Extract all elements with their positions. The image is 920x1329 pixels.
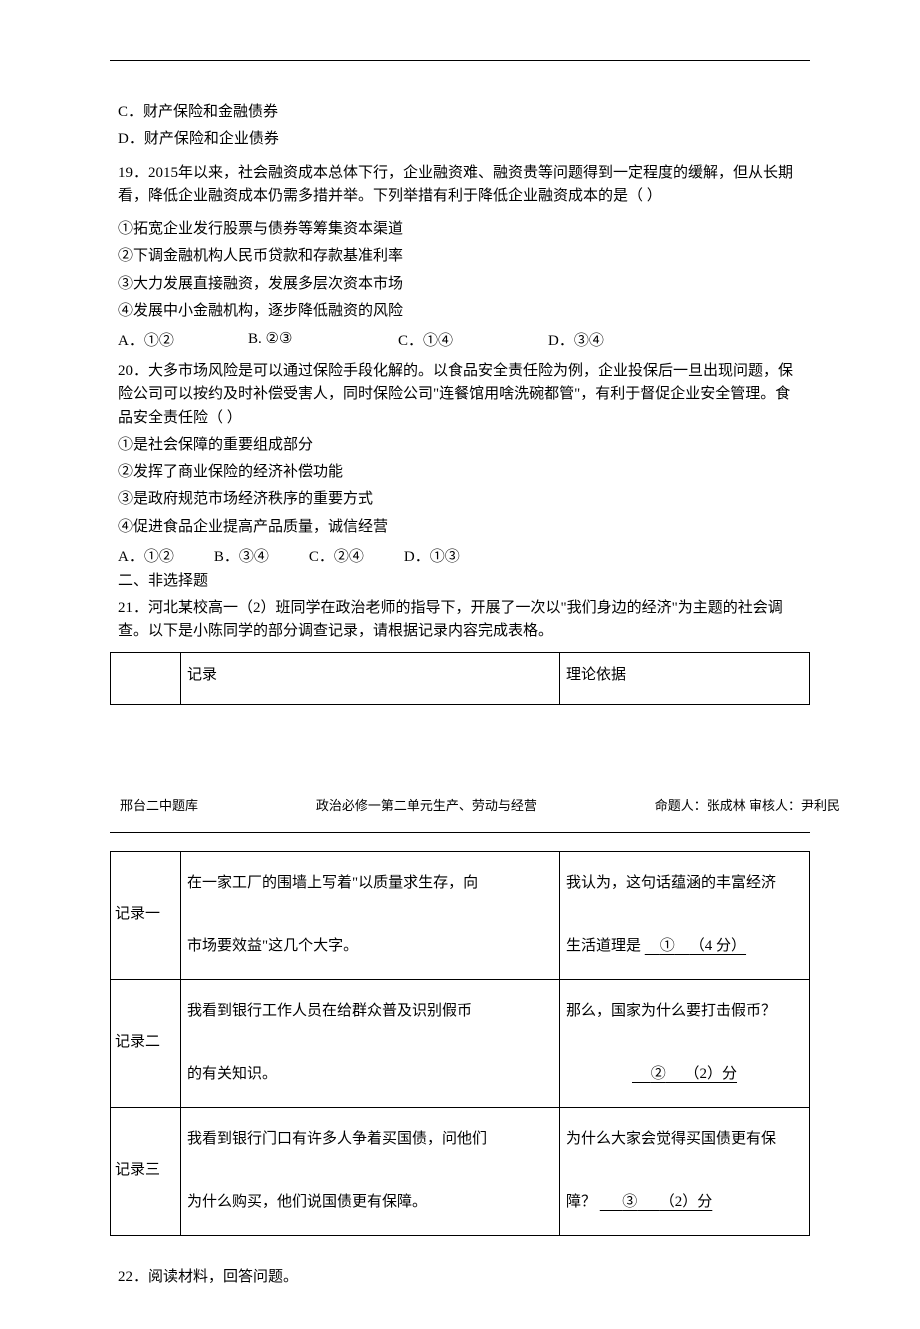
q19-s3: ③大力发展直接融资，发展多层次资本市场 xyxy=(118,273,802,296)
row1-ans-pre: 生活道理是 xyxy=(566,938,641,954)
row3-label: 记录三 xyxy=(111,1107,181,1235)
row1-answer: 我认为，这句话蕴涵的丰富经济 生活道理是 ① （4 分） xyxy=(560,851,810,979)
q20-opt-d: D．①③ xyxy=(404,545,460,566)
q20-s4: ④促进食品企业提高产品质量，诚信经营 xyxy=(118,516,802,539)
row1-num: ① xyxy=(660,938,675,954)
row3-score: （2）分 xyxy=(660,1194,713,1210)
row3-rec-l1: 我看到银行门口有许多人争着买国债，问他们 xyxy=(185,1108,555,1172)
footer-left: 邢台二中题库 xyxy=(120,795,198,814)
row2-num: ② xyxy=(651,1066,666,1082)
row1-blank: ① （4 分） xyxy=(645,938,746,954)
q19-s4: ④发展中小金融机构，逐步降低融资的风险 xyxy=(118,300,802,323)
page-top-rule xyxy=(110,60,810,61)
q21-header-table: 记录 理论依据 xyxy=(110,652,810,705)
hdr-basis: 理论依据 xyxy=(560,652,810,704)
row3-blank: ③ （2）分 xyxy=(600,1194,713,1210)
q20-s1: ①是社会保障的重要组成部分 xyxy=(118,434,802,457)
q19-opt-d: D．③④ xyxy=(548,329,668,350)
section-2-title: 二、非选择题 xyxy=(118,570,802,593)
q20-options: A．①② B．③④ C．②④ D．①③ xyxy=(118,545,810,566)
row2-record: 我看到银行工作人员在给群众普及识别假币 的有关知识。 xyxy=(181,979,560,1107)
q20-opt-c: C．②④ xyxy=(309,545,364,566)
row1-ans-l2: 生活道理是 ① （4 分） xyxy=(564,915,805,979)
table-row: 记录一 在一家工厂的围墙上写着"以质量求生存，向 市场要效益"这几个大字。 我认… xyxy=(111,851,810,979)
row1-record: 在一家工厂的围墙上写着"以质量求生存，向 市场要效益"这几个大字。 xyxy=(181,851,560,979)
page-footer: 邢台二中题库 政治必修一第二单元生产、劳动与经营 命题人：张成林 审核人：尹利民 xyxy=(80,795,840,814)
q19-s1: ①拓宽企业发行股票与债券等筹集资本渠道 xyxy=(118,218,802,241)
row2-answer: 那么，国家为什么要打击假币？ ② （2）分 xyxy=(560,979,810,1107)
row1-score: （4 分） xyxy=(690,938,746,954)
page-top-rule-2 xyxy=(110,832,810,833)
q19-s2: ②下调金融机构人民币贷款和存款基准利率 xyxy=(118,245,802,268)
q19-opt-b: B. ②③ xyxy=(248,329,398,350)
row2-ans-l2: ② （2）分 xyxy=(564,1043,805,1107)
q20-s3: ③是政府规范市场经济秩序的重要方式 xyxy=(118,488,802,511)
table-row: 记录三 我看到银行门口有许多人争着买国债，问他们 为什么购买，他们说国债更有保障… xyxy=(111,1107,810,1235)
q20-s2: ②发挥了商业保险的经济补偿功能 xyxy=(118,461,802,484)
spacer xyxy=(110,1236,810,1266)
row1-ans-l1: 我认为，这句话蕴涵的丰富经济 xyxy=(564,852,805,916)
table-row: 记录二 我看到银行工作人员在给群众普及识别假币 的有关知识。 那么，国家为什么要… xyxy=(111,979,810,1107)
row1-label: 记录一 xyxy=(111,851,181,979)
row3-ans-pre: 障？ xyxy=(566,1194,596,1210)
page-break xyxy=(110,705,810,795)
q20-opt-a: A．①② xyxy=(118,545,174,566)
row2-rec-l2: 的有关知识。 xyxy=(185,1043,555,1107)
hdr-empty xyxy=(111,652,181,704)
footer-right: 命题人：张成林 审核人：尹利民 xyxy=(655,795,840,814)
row3-answer: 为什么大家会觉得买国债更有保 障？ ③ （2）分 xyxy=(560,1107,810,1235)
q20-stem: 20．大多市场风险是可以通过保险手段化解的。以食品安全责任险为例，企业投保后一旦… xyxy=(118,360,802,430)
q19-stem: 19．2015年以来，社会融资成本总体下行，企业融资难、融资贵等问题得到一定程度… xyxy=(118,162,802,209)
row3-rec-l2: 为什么购买，他们说国债更有保障。 xyxy=(185,1171,555,1235)
row1-rec-l2: 市场要效益"这几个大字。 xyxy=(185,915,555,979)
row2-label: 记录二 xyxy=(111,979,181,1107)
q22-stem: 22．阅读材料，回答问题。 xyxy=(118,1266,802,1289)
row2-ans-l1: 那么，国家为什么要打击假币？ xyxy=(564,980,805,1044)
footer-mid: 政治必修一第二单元生产、劳动与经营 xyxy=(316,795,537,814)
row3-record: 我看到银行门口有许多人争着买国债，问他们 为什么购买，他们说国债更有保障。 xyxy=(181,1107,560,1235)
q21-stem: 21．河北某校高一（2）班同学在政治老师的指导下，开展了一次以"我们身边的经济"… xyxy=(118,597,802,644)
row1-rec-l1: 在一家工厂的围墙上写着"以质量求生存，向 xyxy=(185,852,555,916)
row3-num: ③ xyxy=(622,1194,637,1210)
option-c-prev: C．财产保险和金融债券 xyxy=(118,101,802,124)
q19-options: A．①② B. ②③ C．①④ D．③④ xyxy=(118,329,810,350)
q19-opt-a: A．①② xyxy=(118,329,248,350)
row2-blank: ② （2）分 xyxy=(632,1066,737,1082)
row2-score: （2）分 xyxy=(685,1066,738,1082)
q19-opt-c: C．①④ xyxy=(398,329,548,350)
hdr-record: 记录 xyxy=(181,652,560,704)
row2-rec-l1: 我看到银行工作人员在给群众普及识别假币 xyxy=(185,980,555,1044)
row3-ans-l1: 为什么大家会觉得买国债更有保 xyxy=(564,1108,805,1172)
q21-body-table: 记录一 在一家工厂的围墙上写着"以质量求生存，向 市场要效益"这几个大字。 我认… xyxy=(110,851,810,1236)
table-row: 记录 理论依据 xyxy=(111,652,810,704)
document-page: C．财产保险和金融债券 D．财产保险和企业债券 19．2015年以来，社会融资成… xyxy=(110,60,810,1289)
row3-ans-l2: 障？ ③ （2）分 xyxy=(564,1171,805,1235)
q20-opt-b: B．③④ xyxy=(214,545,269,566)
option-d-prev: D．财产保险和企业债券 xyxy=(118,128,802,151)
